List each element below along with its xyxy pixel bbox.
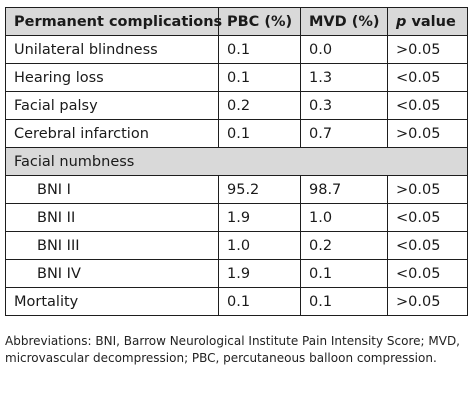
row-pbc: 0.2: [218, 91, 301, 120]
row-mvd: 1.0: [300, 203, 388, 232]
row-p-value: <0.05: [387, 203, 468, 232]
row-p-value: >0.05: [387, 119, 468, 148]
row-label: Unilateral blindness: [5, 35, 219, 64]
header-p-letter: p: [396, 13, 407, 30]
row-mvd: 0.7: [300, 119, 388, 148]
row-label: Facial palsy: [5, 91, 219, 120]
table-footnote: Abbreviations: BNI, Barrow Neurological …: [5, 334, 460, 365]
row-mvd: 0.3: [300, 91, 388, 120]
row-p-value: >0.05: [387, 287, 468, 316]
row-p-value: <0.05: [387, 63, 468, 92]
complications-table: Permanent complications PBC (%) MVD (%) …: [5, 7, 468, 316]
header-mvd: MVD (%): [300, 7, 388, 36]
section-row-facial-numbness: Facial numbness: [5, 147, 468, 176]
table-row: Unilateral blindness 0.1 0.0 >0.05: [5, 35, 468, 64]
row-pbc: 1.9: [218, 259, 301, 288]
row-mvd: 0.1: [300, 287, 388, 316]
row-p-value: <0.05: [387, 91, 468, 120]
row-pbc: 1.9: [218, 203, 301, 232]
table-row: BNI I 95.2 98.7 >0.05: [5, 175, 468, 204]
row-p-value: >0.05: [387, 175, 468, 204]
row-pbc: 0.1: [218, 119, 301, 148]
table-row: BNI III 1.0 0.2 <0.05: [5, 231, 468, 260]
table-row: Facial palsy 0.2 0.3 <0.05: [5, 91, 468, 120]
table-row: BNI IV 1.9 0.1 <0.05: [5, 259, 468, 288]
table-row: BNI II 1.9 1.0 <0.05: [5, 203, 468, 232]
row-label: BNI II: [5, 203, 219, 232]
row-pbc: 0.1: [218, 287, 301, 316]
row-p-value: <0.05: [387, 231, 468, 260]
row-pbc: 95.2: [218, 175, 301, 204]
row-mvd: 98.7: [300, 175, 388, 204]
table-row: Hearing loss 0.1 1.3 <0.05: [5, 63, 468, 92]
row-label: Mortality: [5, 287, 219, 316]
header-row: Permanent complications PBC (%) MVD (%) …: [5, 7, 468, 36]
row-label: BNI IV: [5, 259, 219, 288]
row-label: BNI I: [5, 175, 219, 204]
row-pbc: 0.1: [218, 35, 301, 64]
header-pbc: PBC (%): [218, 7, 301, 36]
complications-table-container: Permanent complications PBC (%) MVD (%) …: [5, 7, 468, 316]
row-mvd: 0.2: [300, 231, 388, 260]
row-mvd: 0.0: [300, 35, 388, 64]
header-p-value: p value: [387, 7, 468, 36]
row-p-value: <0.05: [387, 259, 468, 288]
table-row: Mortality 0.1 0.1 >0.05: [5, 287, 468, 316]
row-label: BNI III: [5, 231, 219, 260]
row-pbc: 0.1: [218, 63, 301, 92]
row-label: Cerebral infarction: [5, 119, 219, 148]
header-complication: Permanent complications: [5, 7, 222, 36]
row-mvd: 1.3: [300, 63, 388, 92]
row-mvd: 0.1: [300, 259, 388, 288]
row-label: Hearing loss: [5, 63, 219, 92]
row-pbc: 1.0: [218, 231, 301, 260]
header-p-suffix: value: [406, 13, 456, 30]
table-row: Cerebral infarction 0.1 0.7 >0.05: [5, 119, 468, 148]
section-label: Facial numbness: [5, 147, 468, 176]
row-p-value: >0.05: [387, 35, 468, 64]
